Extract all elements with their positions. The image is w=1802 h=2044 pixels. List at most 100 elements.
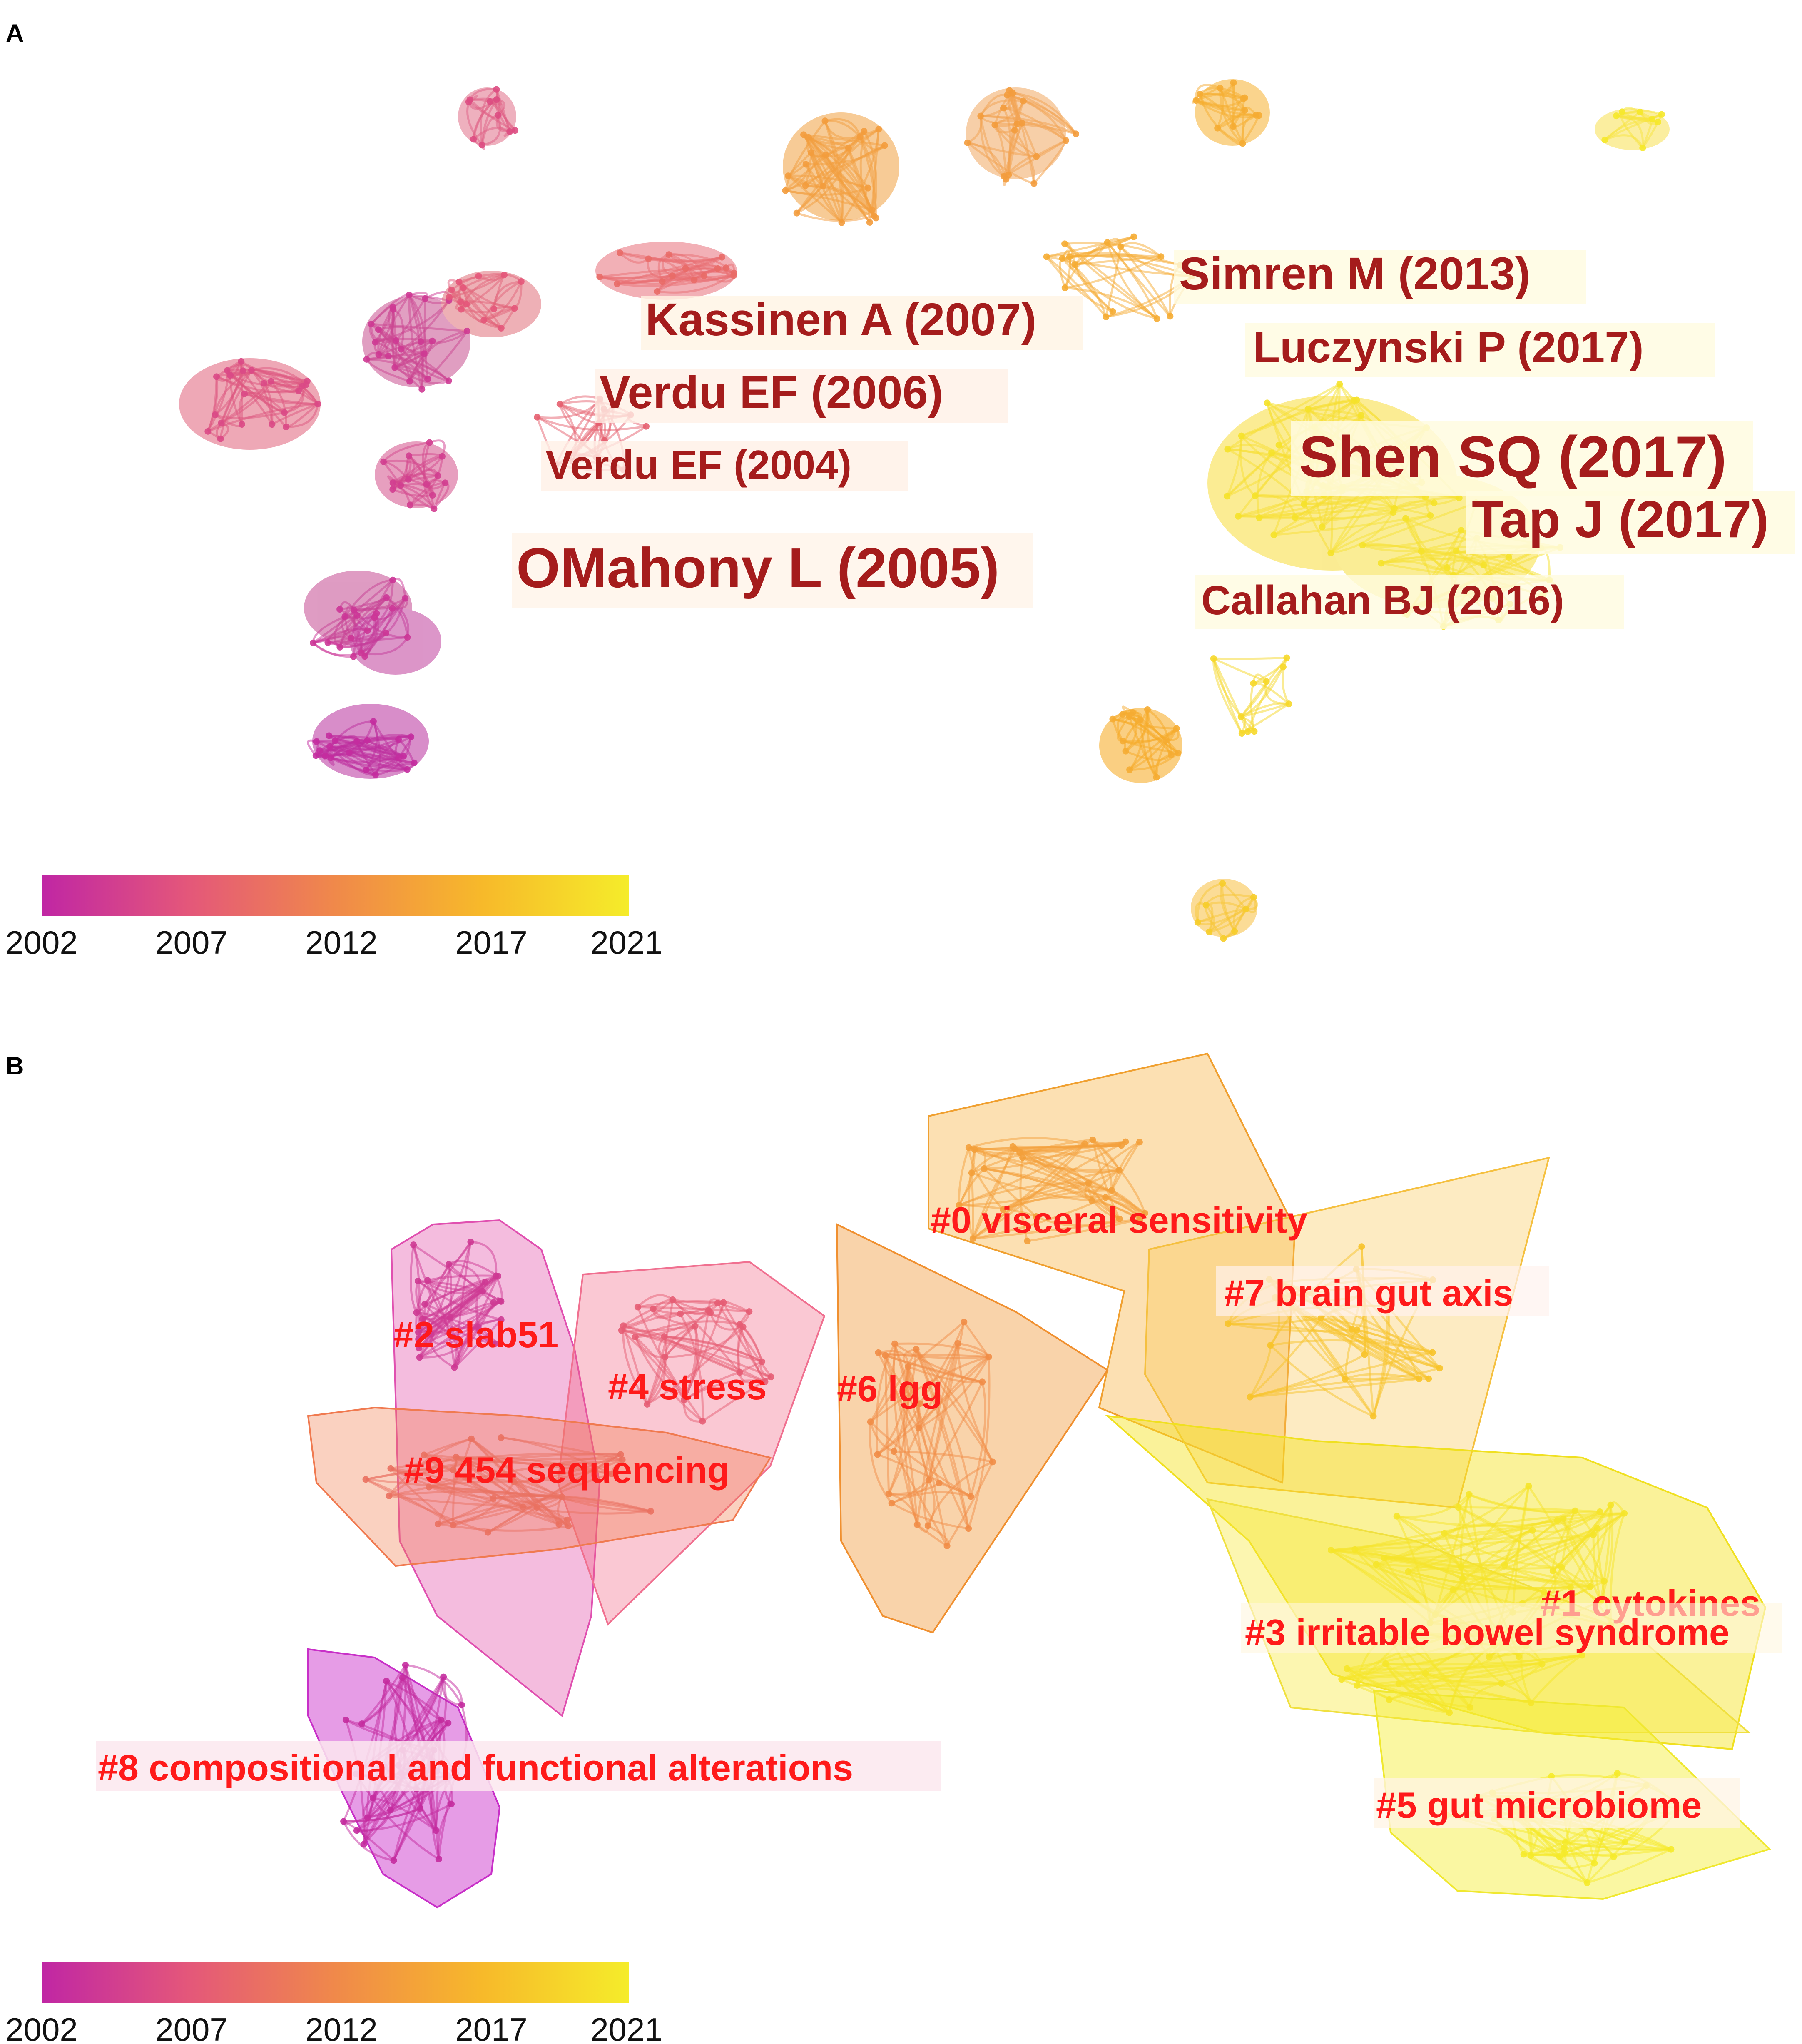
panel-a-node	[1480, 561, 1487, 568]
panel-a-edge	[1212, 658, 1249, 732]
panel-a-node	[1153, 774, 1160, 781]
panel-b-node	[661, 1333, 668, 1340]
panel-a-node	[423, 481, 430, 488]
panel-b-node	[426, 1483, 433, 1491]
panel-a-node	[281, 409, 288, 416]
panel-b-node	[691, 1323, 698, 1330]
panel-b-edge	[1530, 1654, 1583, 1704]
panel-b-node	[1373, 1561, 1380, 1568]
panel-b-node	[1358, 1243, 1365, 1250]
panel-b-node	[1554, 1517, 1561, 1524]
panel-b-node	[450, 1466, 457, 1473]
panel-b-edge	[1557, 1520, 1605, 1582]
panel-b-node	[1587, 1583, 1594, 1590]
panel-a-node	[500, 272, 508, 279]
panel-a-edge	[1247, 666, 1284, 732]
panel-a-node	[793, 209, 800, 217]
panel-b-edge	[448, 1260, 499, 1277]
panel-a-node	[326, 732, 333, 739]
cluster-label-3: #3 irritable bowel syndrome	[1245, 1612, 1730, 1653]
panel-a-node	[458, 306, 465, 313]
panel-a-node	[1104, 239, 1111, 246]
panel-b-node	[1108, 1187, 1115, 1194]
panel-b-edge	[418, 1241, 472, 1358]
panel-b-node	[965, 1525, 972, 1532]
panel-a-node	[1456, 494, 1463, 501]
panel-b-node	[421, 1451, 428, 1458]
panel-b-edge	[927, 1479, 936, 1526]
panel-a-node	[1390, 509, 1397, 516]
panel-a-node	[1270, 531, 1277, 538]
panel-b-node	[1562, 1839, 1569, 1846]
panel-b-node	[1102, 1194, 1109, 1201]
panel-a-node	[1230, 123, 1237, 130]
panel-b-node	[1622, 1838, 1629, 1845]
panel-b-node	[1344, 1665, 1351, 1672]
panel-b-node	[342, 1717, 349, 1724]
panel-a-node	[1279, 663, 1287, 671]
panel-b-edge	[1087, 1183, 1120, 1220]
panel-b-node	[981, 1165, 988, 1172]
panel-b-node	[1538, 1660, 1546, 1668]
panel-b-edge	[1408, 1570, 1571, 1589]
panel-b-edge	[501, 1436, 623, 1461]
panel-b-node	[1596, 1508, 1603, 1515]
cluster-label-6: #6 lgg	[837, 1368, 943, 1409]
panel-b-node	[1571, 1507, 1578, 1514]
panel-b-node	[479, 1288, 486, 1295]
panel-a-node	[881, 142, 888, 149]
panel-a-node	[463, 327, 470, 334]
panel-a-node	[1014, 120, 1021, 127]
panel-b-edge	[470, 1241, 498, 1276]
panel-b-edge	[1396, 1493, 1470, 1518]
panel-b-node	[1382, 1660, 1389, 1668]
panel-a-node	[438, 453, 446, 460]
panel-b-edge	[1110, 1141, 1140, 1191]
panel-b-edge	[903, 1366, 918, 1525]
panel-a-node	[475, 272, 482, 279]
panel-b-edge	[1088, 1141, 1140, 1184]
panel-a-node	[1252, 492, 1259, 499]
panel-b-edge	[1461, 1512, 1625, 1568]
panel-b-node	[467, 1239, 474, 1246]
panel-b-edge	[1376, 1563, 1590, 1588]
panel-a-node	[1239, 140, 1246, 147]
panel-a-node	[1237, 713, 1244, 720]
panel-b-node	[1614, 1770, 1621, 1777]
panel-b-node	[956, 1201, 963, 1209]
panel-b-node	[647, 1508, 654, 1515]
panel-b-node	[1455, 1504, 1462, 1511]
panel-a-node	[400, 753, 407, 760]
panel-b-edge	[393, 1808, 421, 1861]
panel-b-edge	[621, 1329, 772, 1378]
panel-b-edge	[983, 1168, 1037, 1217]
panel-b-node	[383, 1678, 390, 1685]
panel-b-edge	[1346, 1668, 1470, 1709]
panel-b-edge	[419, 1300, 500, 1359]
panel-b-node	[1548, 1773, 1555, 1780]
panel-b-edge	[1396, 1515, 1558, 1528]
panel-b-node	[1370, 1413, 1377, 1420]
panel-a-node	[872, 214, 879, 222]
panel-b-edge	[1460, 1485, 1530, 1568]
panel-b-node	[1520, 1851, 1527, 1858]
panel-a-node	[326, 743, 334, 750]
panel-b-node	[475, 1324, 482, 1331]
panel-b-node	[1393, 1513, 1400, 1520]
panel-b-edge	[487, 1453, 621, 1533]
panel-a-nodes	[204, 79, 1665, 942]
panel-b-node	[1541, 1589, 1548, 1596]
panel-b-edge	[884, 1355, 890, 1494]
panel-b-node	[925, 1476, 932, 1483]
panel-b-node	[714, 1300, 721, 1307]
panel-b-node	[1527, 1699, 1534, 1706]
panel-b-node	[410, 1241, 417, 1249]
panel-a-node	[403, 766, 411, 773]
panel-b-node	[1395, 1680, 1402, 1688]
panel-b-edge	[971, 1148, 1015, 1174]
panel-b-node	[1348, 1326, 1355, 1333]
panel-a-node	[1256, 514, 1263, 521]
panel-b-node	[340, 1818, 347, 1825]
panel-a-node	[204, 428, 212, 435]
panel-b-node	[360, 1841, 367, 1848]
